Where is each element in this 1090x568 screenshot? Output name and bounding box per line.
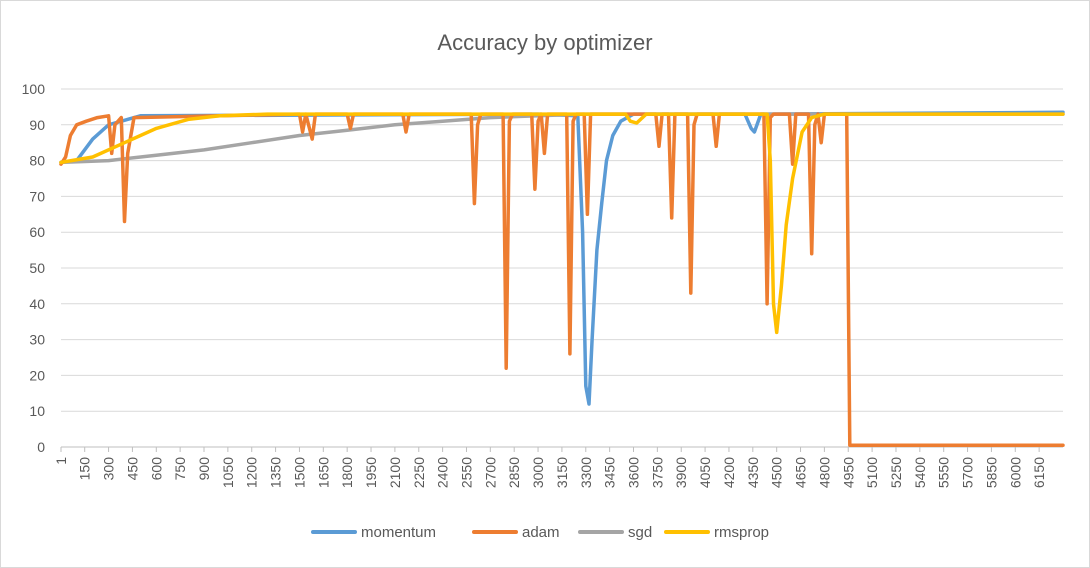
x-tick-label: 4200 [721,457,737,488]
x-tick-label: 4050 [697,457,713,488]
x-tick-label: 600 [148,457,164,481]
x-tick-label: 1 [53,457,69,465]
x-tick-label: 4650 [793,457,809,488]
legend: momentum adam sgd rmsprop [311,524,769,541]
y-tick-label: 100 [22,81,46,97]
x-tick-label: 4350 [745,457,761,488]
x-tick-label: 1200 [244,457,260,488]
x-tick-label: 5700 [960,457,976,488]
x-tick-label: 1350 [268,457,284,488]
x-tick-label: 3900 [673,457,689,488]
series-line-sgd [59,112,1065,165]
x-tick-label: 1650 [315,457,331,488]
x-tick-label: 5400 [912,457,928,488]
gridlines [61,88,1063,448]
x-tick-label: 1050 [220,457,236,488]
x-tick-label: 5250 [888,457,904,488]
y-tick-label: 50 [29,260,45,276]
x-tick-label: 5550 [936,457,952,488]
chart-title: Accuracy by optimizer [437,30,652,55]
series-line-rmsprop [59,112,1065,335]
x-tick-label: 150 [77,457,93,481]
x-tick-label: 450 [124,457,140,481]
y-tick-label: 20 [29,367,45,383]
legend-label-momentum: momentum [361,524,436,541]
x-tick-label: 1500 [291,457,307,488]
y-tick-label: 70 [29,188,45,204]
x-tick-label: 2100 [387,457,403,488]
y-tick-label: 60 [29,224,45,240]
series-lines [59,110,1065,447]
x-axis: 1 150 300 450 600 750 900 1050 1200 1350 1500 1650 1… [53,447,1047,488]
x-tick-label: 1950 [363,457,379,488]
x-tick-label: 3750 [649,457,665,488]
x-tick-label: 3450 [602,457,618,488]
x-tick-label: 6000 [1007,457,1023,488]
x-tick-label: 5100 [864,457,880,488]
legend-label-adam: adam [522,524,560,541]
x-tick-label: 5850 [983,457,999,488]
y-tick-label: 90 [29,117,45,133]
x-tick-label: 4950 [840,457,856,488]
y-tick-label: 0 [37,439,45,455]
x-tick-label: 2850 [506,457,522,488]
x-tick-label: 900 [196,457,212,481]
x-tick-label: 2250 [411,457,427,488]
x-tick-label: 3000 [530,457,546,488]
y-axis-ticks: 0 10 20 30 40 50 60 70 80 90 100 [22,81,46,455]
legend-label-rmsprop: rmsprop [714,524,769,541]
series-line-adam [59,112,1065,447]
x-tick-label: 3300 [578,457,594,488]
y-tick-label: 40 [29,296,45,312]
legend-label-sgd: sgd [628,524,652,541]
x-tick-label: 3150 [554,457,570,488]
x-tick-label: 4800 [816,457,832,488]
y-tick-label: 10 [29,403,45,419]
x-tick-label: 6150 [1031,457,1047,488]
x-tick-label: 4500 [769,457,785,488]
y-tick-label: 30 [29,332,45,348]
x-tick-label: 2700 [482,457,498,488]
x-tick-label: 300 [101,457,117,481]
x-tick-label: 1800 [339,457,355,488]
series-line-momentum [59,110,1065,406]
x-tick-label: 750 [172,457,188,481]
x-tick-label: 3600 [626,457,642,488]
x-tick-label: 2400 [435,457,451,488]
y-tick-label: 80 [29,153,45,169]
x-tick-label: 2550 [458,457,474,488]
